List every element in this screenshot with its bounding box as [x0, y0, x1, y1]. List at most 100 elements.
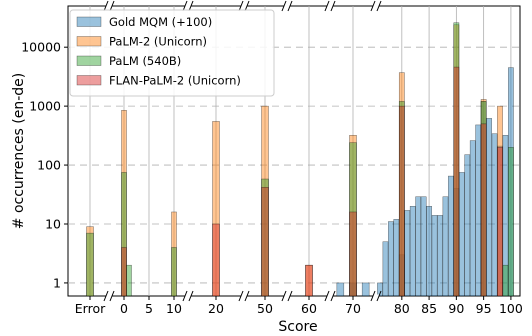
- axis-break-mark: [182, 290, 188, 302]
- axis-break-mark: [244, 290, 250, 302]
- legend: Gold MQM (+100) PaLM-2 (Unicorn) PaLM (540…: [69, 9, 275, 97]
- bar-series-0: [415, 196, 422, 297]
- bar-series-2: [171, 247, 177, 297]
- legend-swatch: [76, 75, 102, 86]
- axis-break-gap: [241, 4, 247, 8]
- axis-break-mark: [238, 290, 244, 302]
- bar-series-0: [448, 175, 454, 297]
- axis-break-gap: [373, 4, 379, 8]
- bar-series-0: [420, 196, 427, 297]
- axis-break-mark: [109, 290, 115, 302]
- bar-series-3: [349, 211, 357, 297]
- axis-break-mark: [330, 290, 336, 302]
- bar-series-3: [398, 105, 405, 297]
- axis-break-mark: [188, 290, 194, 302]
- axis-layer: 1 10 100 1000 10000 Error 0 5 10 20 50 60 70 80 85 90 95…: [21, 0, 523, 316]
- y-axis-title: # occurrences (en-de): [11, 73, 27, 229]
- axis-break-gap: [241, 294, 247, 298]
- axis-break-gap: [185, 4, 191, 8]
- x-tick-label: 5: [145, 301, 153, 316]
- axis-break-mark: [103, 0, 109, 12]
- bar-series-0: [491, 133, 498, 297]
- axis-break-gap: [327, 294, 333, 298]
- x-tick-label: 100: [499, 301, 523, 316]
- axis-break-mark: [244, 0, 250, 12]
- y-tick-label: 10: [45, 216, 61, 231]
- axis-break-gap: [284, 4, 290, 8]
- bar-series-0: [458, 172, 465, 297]
- bar-series-0: [437, 215, 443, 297]
- bar-series-0: [469, 140, 476, 297]
- x-tick-label: 70: [345, 301, 361, 316]
- bar-series-0: [336, 282, 345, 297]
- bar-series-3: [480, 123, 487, 297]
- bar-series-3: [453, 66, 460, 297]
- axis-break-mark: [238, 0, 244, 12]
- bar-series-0: [388, 221, 394, 297]
- axis-break-mark: [281, 290, 287, 302]
- axis-break-mark: [376, 290, 382, 302]
- bar-series-3: [305, 264, 313, 297]
- axis-break-gap: [373, 294, 379, 298]
- legend-swatch: [76, 36, 102, 47]
- bar-series-3: [261, 187, 269, 297]
- bar-series-2: [508, 147, 514, 297]
- legend-swatch: [76, 55, 102, 66]
- plot-frame: [67, 5, 521, 297]
- x-tick-label: 80: [394, 301, 410, 316]
- bar-series-0: [409, 206, 416, 297]
- bar-series-0: [426, 206, 432, 297]
- bar-series-2: [126, 264, 132, 297]
- x-tick-label: 85: [421, 301, 437, 316]
- x-tick-label: 20: [208, 301, 224, 316]
- axis-break-mark: [370, 290, 376, 302]
- bar-series-2: [86, 232, 94, 297]
- axis-break-mark: [281, 0, 287, 12]
- legend-label: Gold MQM (+100): [109, 15, 212, 29]
- bar-series-0: [377, 282, 383, 297]
- axis-break-mark: [188, 0, 194, 12]
- y-tick-label: 10000: [21, 40, 61, 55]
- bar-series-0: [431, 215, 438, 297]
- axis-break-gap: [284, 294, 290, 298]
- axis-break-mark: [324, 290, 330, 302]
- grid-layer: [68, 6, 520, 296]
- bar-series-2: [502, 264, 509, 297]
- bar-series-0: [464, 154, 471, 297]
- axis-break-mark: [330, 0, 336, 12]
- legend-label: FLAN-PaLM-2 (Unicorn): [109, 74, 241, 88]
- legend-swatch: [76, 16, 102, 27]
- bar-series-0: [361, 282, 370, 297]
- bar-series-0: [404, 210, 411, 297]
- x-axis-title: Score: [278, 319, 317, 335]
- bar-series-3: [121, 247, 127, 297]
- bar-series-0: [393, 219, 400, 297]
- bars-layer: [86, 22, 514, 297]
- y-tick-label: 1000: [29, 99, 61, 114]
- x-tick-label: 10: [166, 301, 182, 316]
- axis-break-mark: [287, 0, 293, 12]
- bar-series-3: [497, 147, 503, 297]
- x-tick-label: 50: [257, 301, 273, 316]
- axis-break-gap: [106, 294, 112, 298]
- bar-series-3: [212, 223, 220, 297]
- x-tick-label: 90: [448, 301, 464, 316]
- legend-label: PaLM (540B): [109, 54, 181, 68]
- axis-break-mark: [324, 0, 330, 12]
- axis-break-gap: [327, 4, 333, 8]
- bar-series-0: [486, 118, 492, 297]
- axis-break-mark: [376, 0, 382, 12]
- axis-break-gap: [185, 294, 191, 298]
- axis-break-mark: [370, 0, 376, 12]
- legend-label: PaLM-2 (Unicorn): [109, 35, 207, 49]
- bar-series-0: [475, 124, 482, 297]
- axis-break-mark: [103, 290, 109, 302]
- bar-series-0: [442, 196, 449, 297]
- axis-break-mark: [287, 290, 293, 302]
- x-tick-label: 60: [301, 301, 317, 316]
- x-tick-label: Error: [75, 301, 106, 316]
- y-tick-label: 100: [37, 158, 61, 173]
- x-tick-label: 95: [476, 301, 492, 316]
- bar-series-0: [382, 241, 389, 297]
- axis-break-mark: [109, 0, 115, 12]
